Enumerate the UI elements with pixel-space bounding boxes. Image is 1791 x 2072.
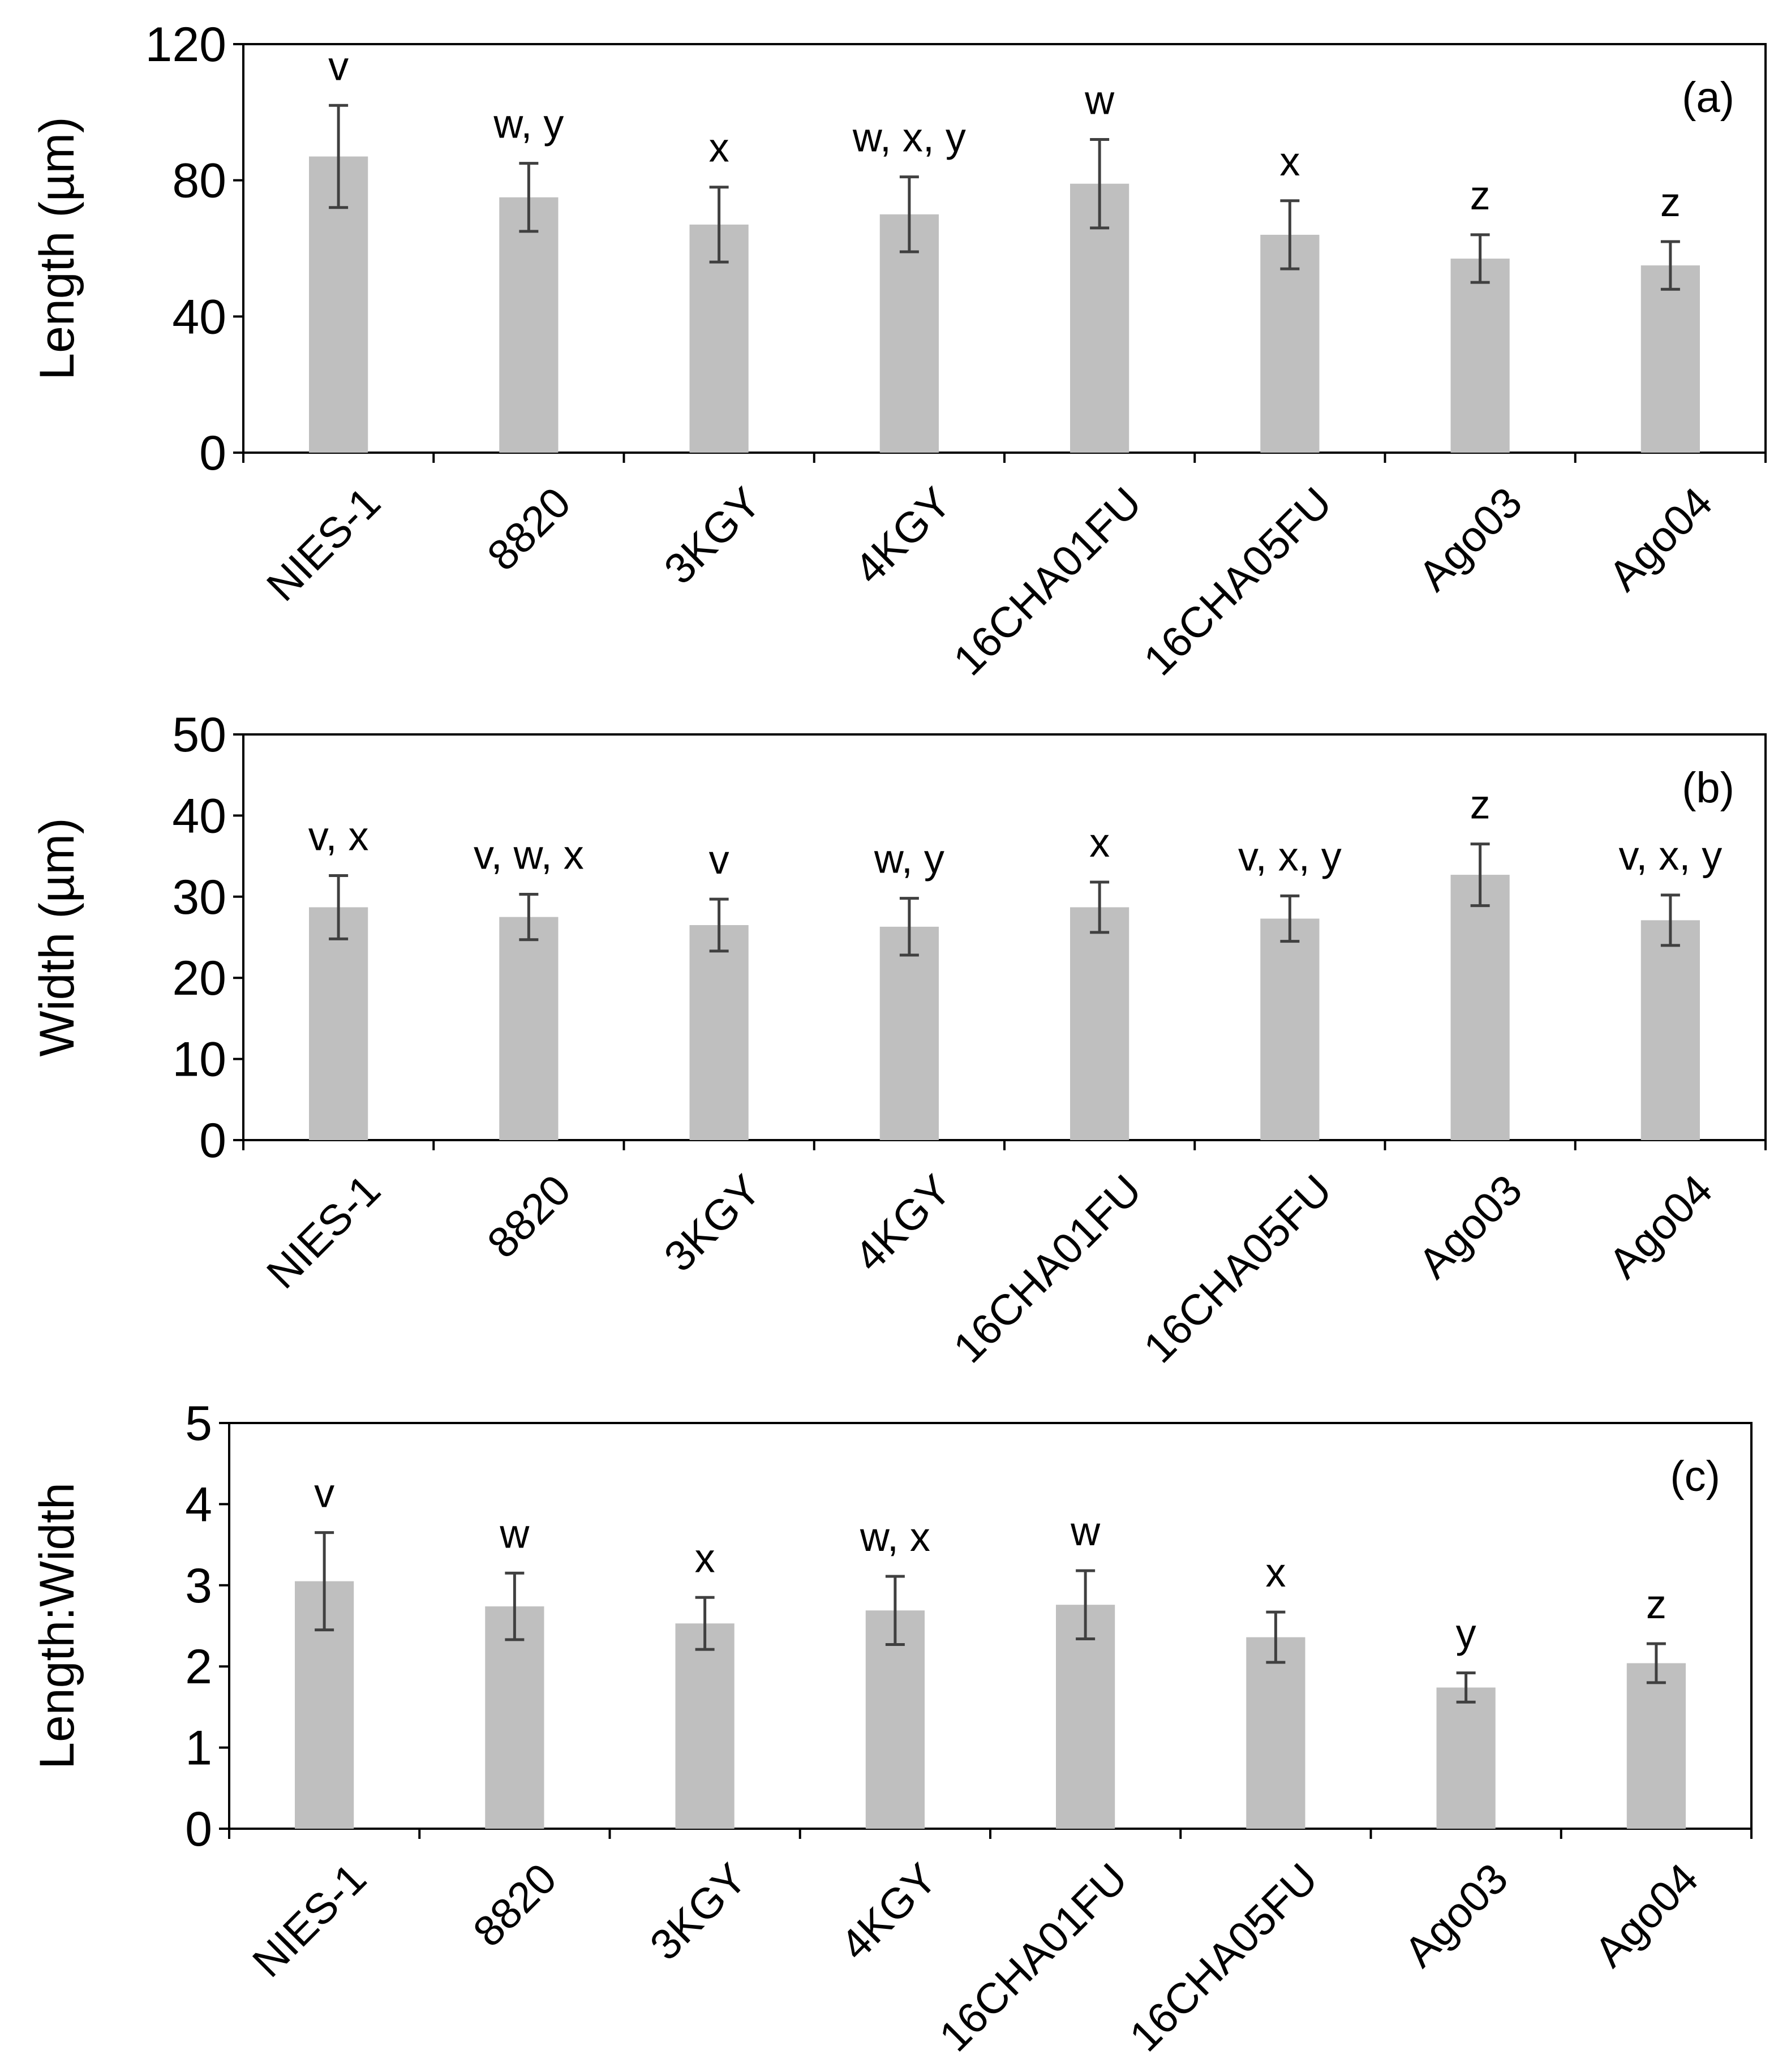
significance-label: z <box>1646 1582 1667 1627</box>
y-tick-label: 20 <box>172 951 226 1005</box>
y-tick-label: 40 <box>172 789 226 843</box>
y-tick-label: 30 <box>172 870 226 925</box>
y-tick-label: 50 <box>172 708 226 762</box>
x-tick-label: 3KGY <box>641 1854 756 1969</box>
panel-c: 0 1 2 3 4 5 Length:Width (c) v NIES-1 w 8820 x 3KGY w,… <box>30 1396 1753 2061</box>
x-tick-label: Ago04 <box>1586 1854 1708 1976</box>
bar <box>1640 265 1700 453</box>
significance-label: w, y <box>874 837 944 882</box>
significance-label: w, x <box>860 1515 930 1560</box>
significance-label: v, x <box>308 814 369 859</box>
x-tick-label: Ago03 <box>1410 478 1532 600</box>
y-axis-title: Length:Width <box>30 1482 84 1769</box>
x-tick-label: NIES-1 <box>243 1854 375 1986</box>
y-tick-label: 120 <box>145 18 227 72</box>
bar <box>499 197 559 453</box>
significance-label: w <box>1070 1509 1101 1554</box>
bar <box>879 214 939 453</box>
panel-a: 0 40 80 120 Length (µm) (a) v NIES-1 w, y 8820 x 3K… <box>30 18 1767 685</box>
x-tick-label: 16CHA05FU <box>1135 1166 1341 1372</box>
x-tick-label: 16CHA01FU <box>944 1166 1151 1372</box>
panel-label: (c) <box>1670 1452 1720 1501</box>
x-tick-label: Ago04 <box>1600 478 1722 600</box>
bar <box>1056 1605 1115 1829</box>
significance-label: w, x, y <box>852 115 966 161</box>
bar <box>1070 907 1129 1140</box>
bar <box>1450 259 1510 453</box>
significance-label: x <box>1089 820 1110 866</box>
significance-label: x <box>695 1536 715 1581</box>
y-tick-label: 2 <box>185 1640 212 1694</box>
x-tick-label: NIES-1 <box>257 1166 389 1297</box>
bar <box>675 1623 735 1829</box>
bar <box>865 1610 925 1829</box>
bar <box>309 907 368 1140</box>
panel-b: 0 10 20 30 40 50 Width (µm) (b) v, x NIES-1 v, w, … <box>30 708 1767 1372</box>
panel-label: (b) <box>1682 764 1734 812</box>
bar <box>879 926 939 1140</box>
x-tick-label: Ago03 <box>1395 1854 1518 1976</box>
bar <box>1626 1663 1686 1829</box>
bar <box>689 925 749 1140</box>
significance-label: v <box>709 837 729 883</box>
significance-label: w <box>499 1511 530 1557</box>
significance-label: w <box>1084 78 1115 123</box>
x-tick-label: NIES-1 <box>257 478 389 610</box>
x-tick-label: 16CHA05FU <box>1135 478 1341 685</box>
x-tick-label: 4KGY <box>831 1854 946 1969</box>
y-tick-label: 4 <box>185 1477 212 1532</box>
y-tick-label: 80 <box>172 154 226 208</box>
significance-label: z <box>1470 173 1491 218</box>
y-tick-label: 0 <box>185 1802 212 1856</box>
bar <box>1640 920 1700 1140</box>
significance-label: v <box>314 1471 334 1516</box>
y-tick-label: 0 <box>199 1114 226 1168</box>
panel-label: (a) <box>1682 74 1734 122</box>
bar <box>1246 1637 1305 1829</box>
plot-frame <box>242 733 1767 1141</box>
y-tick-label: 40 <box>172 290 226 344</box>
significance-label: v, w, x <box>474 832 584 878</box>
y-axis-title: Length (µm) <box>30 117 84 380</box>
significance-label: y <box>1456 1611 1476 1657</box>
x-tick-label: 4KGY <box>845 478 960 593</box>
bar <box>1436 1687 1496 1829</box>
x-tick-label: 4KGY <box>845 1166 960 1280</box>
x-tick-label: 8820 <box>464 1854 566 1956</box>
y-tick-label: 3 <box>185 1559 212 1613</box>
x-tick-label: 8820 <box>478 478 580 580</box>
plot-frame <box>228 1422 1753 1830</box>
y-axis-title: Width (µm) <box>30 818 84 1056</box>
y-tick-label: 5 <box>185 1396 212 1451</box>
x-tick-label: 16CHA01FU <box>944 478 1151 685</box>
significance-label: v, x, y <box>1619 833 1723 879</box>
x-tick-label: 3KGY <box>655 478 770 593</box>
y-tick-label: 1 <box>185 1721 212 1776</box>
y-tick-label: 0 <box>199 426 226 480</box>
x-tick-label: 8820 <box>478 1166 580 1267</box>
x-tick-label: 16CHA01FU <box>930 1854 1137 2061</box>
x-tick-label: 16CHA05FU <box>1120 1854 1327 2061</box>
bar <box>1260 918 1320 1140</box>
y-tick-label: 10 <box>172 1033 226 1087</box>
x-tick-label: Ago03 <box>1410 1166 1532 1288</box>
significance-label: v, x, y <box>1238 834 1342 879</box>
significance-label: x <box>1265 1550 1286 1596</box>
significance-label: x <box>709 126 729 171</box>
bar <box>499 917 559 1140</box>
plot-frame <box>242 43 1767 454</box>
bar <box>1450 875 1510 1140</box>
significance-label: x <box>1279 139 1300 184</box>
bar <box>1260 234 1320 453</box>
x-tick-label: 3KGY <box>655 1166 770 1280</box>
significance-label: z <box>1470 783 1491 828</box>
significance-label: v <box>328 44 349 89</box>
significance-label: w, y <box>493 102 564 147</box>
bar <box>485 1606 544 1829</box>
significance-label: z <box>1660 180 1681 225</box>
x-tick-label: Ago04 <box>1600 1166 1722 1288</box>
